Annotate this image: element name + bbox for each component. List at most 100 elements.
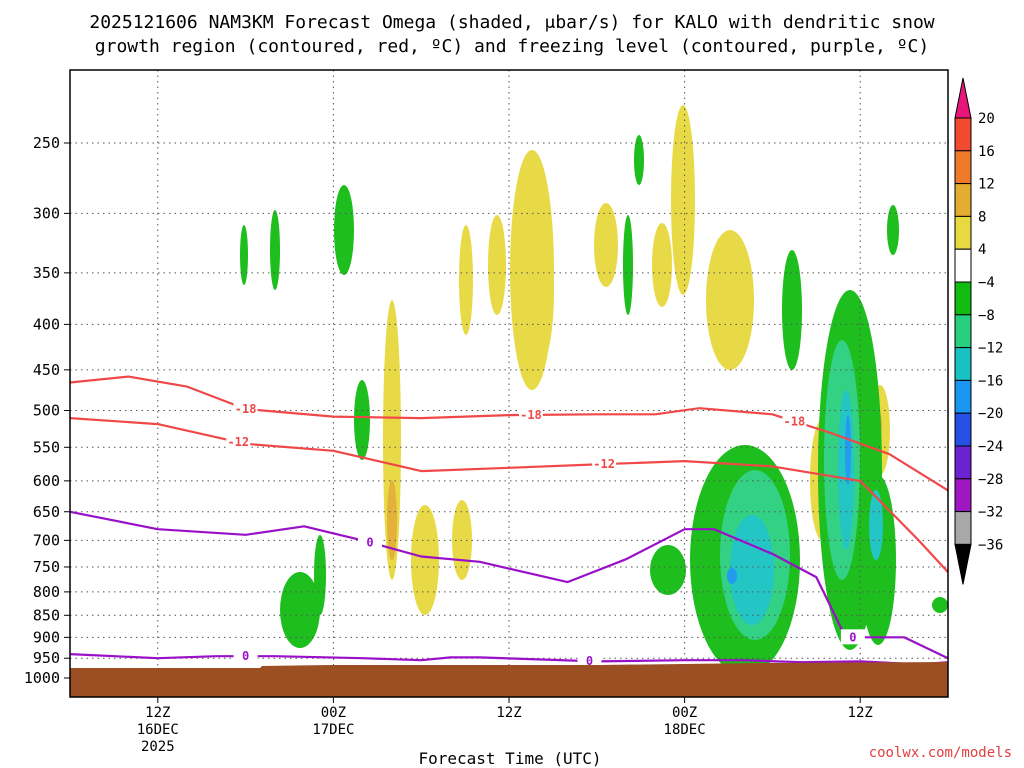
omega-region (459, 225, 473, 335)
contour-label: 0 (586, 654, 593, 668)
y-tick-label: 1000 (24, 669, 60, 687)
plot-area: -18 -18 -18 -12 -12 0 0 0 0 (64, 69, 949, 703)
x-tick-label: 12Z (145, 705, 170, 721)
colorbar-label: −8 (978, 308, 995, 324)
colorbar-segment (954, 314, 972, 349)
colorbar-segment (954, 511, 972, 545)
colorbar-label: 20 (978, 111, 995, 127)
colorbar-label: 16 (978, 144, 995, 160)
colorbar-segment (954, 445, 972, 480)
x-tick-label: 00Z (672, 705, 697, 721)
contour-label: -18 (235, 402, 257, 416)
colorbar-top-arrow (954, 77, 972, 119)
y-tick-label: 550 (33, 438, 60, 456)
omega-region (623, 215, 633, 315)
colorbar-label: −32 (978, 505, 1003, 521)
colorbar-bottom-arrow (954, 543, 972, 585)
x-tick-label: 12Z (496, 705, 521, 721)
omega-region (334, 185, 354, 275)
omega-region (650, 545, 686, 595)
contour-line (69, 375, 949, 492)
y-tick-label: 300 (33, 204, 60, 222)
omega-region (671, 105, 695, 295)
colorbar-label: −24 (978, 439, 1003, 455)
colorbar-label: 8 (978, 209, 986, 225)
omega-region (634, 135, 644, 185)
y-tick-label: 800 (33, 583, 60, 601)
colorbar-segment (954, 215, 972, 250)
contour-label-bg (233, 648, 258, 664)
x-axis-title: Forecast Time (UTC) (418, 749, 601, 768)
x-tick-label: 2025 (141, 739, 175, 755)
omega-region (652, 223, 672, 307)
contour-label-bg (782, 413, 807, 429)
y-tick-label: 600 (33, 472, 60, 490)
colorbar-segment (954, 379, 972, 414)
colorbar-segment (954, 117, 972, 152)
colorbar-segment (954, 478, 972, 513)
omega-region (594, 203, 618, 287)
contour-label: -12 (227, 435, 249, 449)
chart-title-line-1: 2025121606 NAM3KM Forecast Omega (shaded… (89, 12, 934, 33)
omega-region (845, 415, 851, 485)
y-tick-label: 900 (33, 628, 60, 646)
contours: -18 -18 -18 -12 -12 0 0 0 0 (69, 375, 949, 669)
omega-shading (240, 105, 948, 675)
contour-line (69, 510, 949, 660)
x-tick-label: 18DEC (664, 722, 706, 738)
contour-label-bg (226, 434, 251, 450)
chart-title-line-2: growth region (contoured, red, ºC) and f… (95, 36, 929, 57)
y-tick-label: 450 (33, 361, 60, 379)
colorbar-segment (954, 183, 972, 217)
omega-region (354, 380, 370, 460)
omega-region (887, 205, 899, 255)
contour-label: 0 (242, 649, 249, 663)
colorbar-label: −4 (978, 275, 995, 291)
omega-region (706, 230, 754, 370)
omega-region (530, 220, 554, 360)
contour-label: -18 (520, 408, 542, 422)
omega-region (411, 505, 439, 615)
colorbar-segment (954, 347, 972, 381)
plot-frame (69, 69, 949, 698)
colorbar-segment (954, 412, 972, 447)
contour-label: 0 (366, 535, 373, 549)
colorbar-label: −28 (978, 472, 1003, 488)
omega-region (932, 597, 948, 613)
colorbar-label: 12 (978, 177, 995, 193)
omega-region (860, 475, 896, 645)
credit-text: coolwx.com/models (869, 745, 1012, 761)
y-tick-label: 700 (33, 531, 60, 549)
colorbar-segment (954, 281, 972, 316)
omega-region (314, 535, 326, 615)
y-tick-label: 750 (33, 558, 60, 576)
contour-label: -18 (784, 414, 806, 428)
omega-region (727, 568, 737, 584)
grid (64, 70, 948, 703)
colorbar-label: 4 (978, 242, 986, 258)
omega-region (869, 490, 883, 560)
colorbar-label: −12 (978, 341, 1003, 357)
y-tick-label: 650 (33, 503, 60, 521)
omega-region (730, 515, 774, 625)
omega-region (240, 225, 248, 285)
contour-label: 0 (849, 630, 856, 644)
omega-region (280, 572, 320, 648)
contour-label-bg (592, 456, 617, 472)
omega-region (782, 250, 802, 370)
x-tick-label: 16DEC (137, 722, 179, 738)
contour-label-bg (840, 629, 865, 645)
colorbar-segment (954, 150, 972, 185)
x-tick-label: 12Z (848, 705, 873, 721)
y-tick-label: 500 (33, 402, 60, 420)
ground-terrain (70, 662, 948, 697)
y-axis-tick-labels: 250 300 350 400 450 500 550 600 650 700 750 800 850 9… (24, 134, 60, 687)
y-tick-label: 250 (33, 134, 60, 152)
colorbar-label: −20 (978, 406, 1003, 422)
omega-region (488, 215, 506, 315)
contour-label-bg (357, 534, 382, 550)
y-tick-label: 350 (33, 264, 60, 282)
contour-label-bg (233, 400, 258, 416)
